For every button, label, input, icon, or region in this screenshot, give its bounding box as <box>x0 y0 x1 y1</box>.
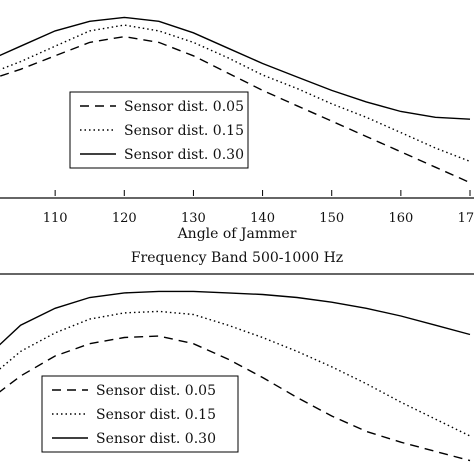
x-tick-label: 150 <box>319 211 344 226</box>
legend-label-2: Sensor dist. 0.15 <box>124 123 244 139</box>
series-line-1 <box>0 35 471 184</box>
top-series-group <box>0 16 471 184</box>
legend-box <box>69 91 249 169</box>
bottom-series-group <box>0 290 471 462</box>
bottom-chart-title: Frequency Band 500-1000 Hz <box>131 250 343 266</box>
top-x-axis-label: Angle of Jammer <box>177 226 297 242</box>
top-plot-frame <box>0 197 474 199</box>
x-tick-label: 120 <box>112 211 137 226</box>
series-line-3 <box>0 290 471 346</box>
legend-label-3: Sensor dist. 0.30 <box>124 147 244 163</box>
x-tick-label: 170 <box>458 211 474 226</box>
top-x-axis-ticks: 100110120130140150160170 <box>43 190 474 226</box>
series-line-2 <box>0 310 471 437</box>
bottom-chart-panel: Frequency Band 500-1000 Hz Sensor dist. … <box>0 250 474 462</box>
legend-label-3: Sensor dist. 0.30 <box>96 431 216 447</box>
bottom-legend: Sensor dist. 0.05 Sensor dist. 0.15 Sensor… <box>41 375 239 453</box>
bottom-plot-frame <box>0 273 474 275</box>
series-line-1 <box>0 335 471 462</box>
legend-label-1: Sensor dist. 0.05 <box>96 383 216 399</box>
top-chart-panel: 100110120130140150160170 Sensor dist. 0.… <box>0 16 474 242</box>
series-line-2 <box>0 24 471 163</box>
legend-label-2: Sensor dist. 0.15 <box>96 407 216 423</box>
x-tick-label: 160 <box>388 211 413 226</box>
top-legend: Sensor dist. 0.05 Sensor dist. 0.15 Sensor… <box>69 91 249 169</box>
legend-label-1: Sensor dist. 0.05 <box>124 99 244 115</box>
x-tick-label: 130 <box>181 211 206 226</box>
x-tick-label: 110 <box>43 211 68 226</box>
series-line-3 <box>0 16 471 120</box>
x-tick-label: 140 <box>250 211 275 226</box>
